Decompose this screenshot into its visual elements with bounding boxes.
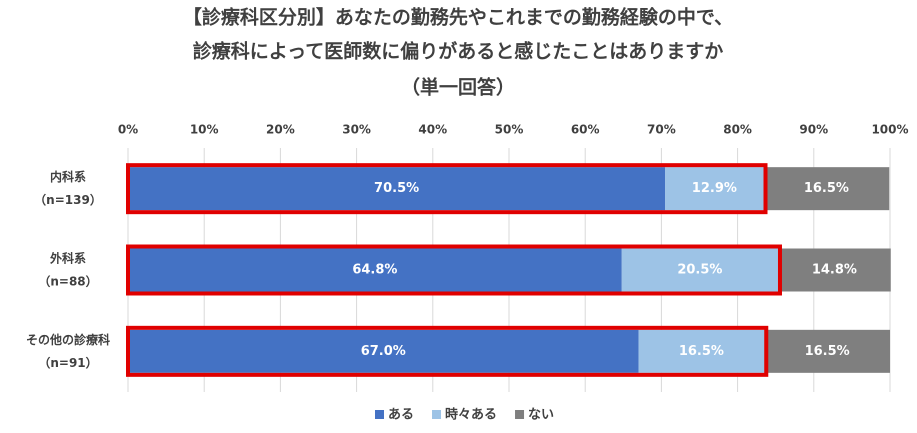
bar-segment — [638, 329, 765, 373]
x-tick-label: 100% — [871, 123, 908, 137]
x-tick-label: 70% — [647, 123, 676, 137]
bar-segment — [128, 329, 639, 373]
legend-label: ある — [388, 408, 414, 423]
bar-segment — [128, 248, 622, 292]
value-label: 12.9% — [692, 181, 737, 196]
legend-label: 時々ある — [445, 407, 497, 423]
category-note: （n=88） — [38, 274, 97, 289]
value-label: 70.5% — [374, 181, 419, 196]
x-tick-label: 60% — [571, 123, 600, 137]
category-label: 内科系 — [50, 169, 86, 184]
category-note: （n=91） — [38, 355, 97, 370]
chart-title: 診療科によって医師数に偏りがあると感じたことはありますか — [193, 40, 723, 63]
chart-subtitle: （単一回答） — [401, 76, 515, 99]
x-tick-label: 80% — [723, 123, 752, 137]
legend-label: ない — [528, 408, 554, 423]
value-label: 64.8% — [352, 263, 397, 278]
x-tick-label: 90% — [799, 123, 828, 137]
x-tick-label: 30% — [342, 123, 371, 137]
value-label: 16.5% — [805, 344, 850, 359]
value-label: 20.5% — [677, 263, 722, 278]
legend-swatch — [515, 410, 525, 419]
highlight-box — [126, 163, 768, 215]
category-label: その他の診療科 — [26, 332, 110, 347]
bar-segment — [665, 167, 764, 211]
chart-title: 【診療科区分別】あなたの勤務先やこれまでの勤務経験の中で、 — [183, 6, 733, 29]
x-tick-label: 10% — [190, 123, 219, 137]
legend-swatch — [432, 410, 442, 419]
bar-segment — [128, 167, 666, 211]
value-label: 14.8% — [812, 263, 857, 278]
x-tick-label: 50% — [495, 123, 524, 137]
bar-segment — [763, 167, 890, 211]
highlight-box — [126, 244, 782, 296]
bar-segment — [764, 329, 890, 373]
highlight-box — [126, 325, 769, 377]
value-label: 67.0% — [361, 344, 406, 359]
value-label: 16.5% — [804, 181, 849, 196]
bar-segment — [777, 248, 891, 292]
bar-segment — [621, 248, 778, 292]
value-label: 16.5% — [679, 344, 724, 359]
legend-swatch — [375, 410, 384, 419]
x-tick-label: 40% — [418, 123, 447, 137]
category-label: 外科系 — [50, 251, 86, 266]
category-note: （n=139） — [34, 192, 102, 207]
x-tick-label: 0% — [118, 123, 138, 137]
x-tick-label: 20% — [266, 123, 295, 137]
